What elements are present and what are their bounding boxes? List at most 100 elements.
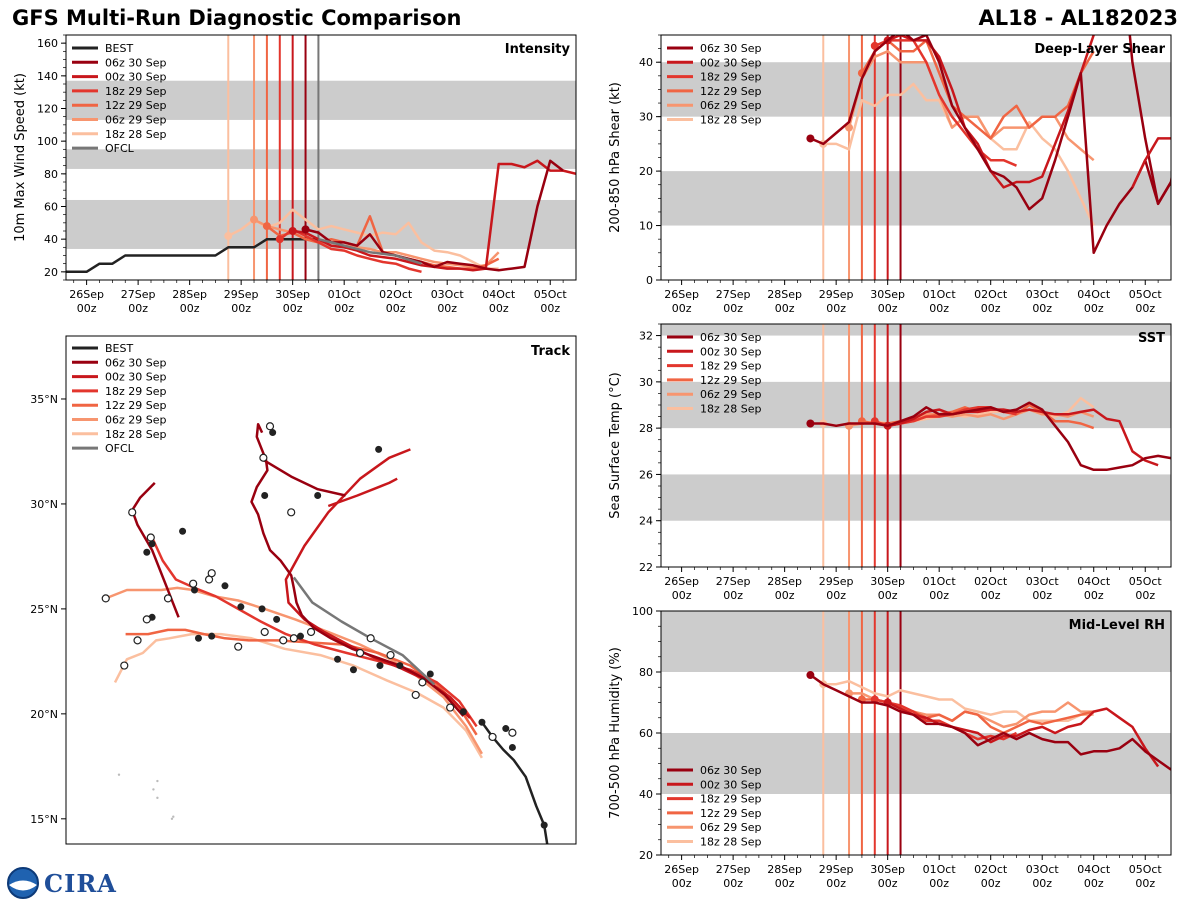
track-marker-open [133, 636, 142, 645]
track-marker-filled [508, 743, 516, 751]
x-tick-label: 00z [929, 589, 949, 602]
x-tick-label: 04Oct [1077, 575, 1111, 588]
track-marker-open [306, 627, 316, 637]
track-marker-filled [334, 655, 342, 663]
track-marker-open [355, 648, 365, 658]
track-marker-filled [502, 725, 510, 733]
track-marker-filled [237, 603, 245, 611]
legend-label: OFCL [105, 442, 135, 455]
series-line [874, 39, 1017, 167]
series-init-marker [845, 123, 854, 132]
x-tick-label: 03Oct [1026, 575, 1060, 588]
legend-label: 12z 29 Sep [700, 374, 762, 387]
x-tick-label: 02Oct [974, 288, 1008, 301]
x-tick-label: 03Oct [1026, 863, 1060, 876]
legend-label: 06z 30 Sep [700, 42, 762, 55]
legend-label: 06z 29 Sep [105, 114, 167, 127]
track-marker-open [142, 615, 151, 624]
x-tick-label: 01Oct [923, 575, 957, 588]
shaded-band [661, 474, 1171, 521]
legend-label: 18z 29 Sep [105, 85, 167, 98]
axes-frame [660, 323, 1172, 568]
x-tick-label: 02Oct [974, 863, 1008, 876]
shaded-band [661, 171, 1171, 226]
shaded-band [66, 80, 576, 120]
x-tick-label: 00z [334, 302, 354, 315]
map-frame [65, 335, 577, 845]
panel-intensity: 2040608010012014016026Sep00z27Sep00z28Se… [13, 34, 577, 315]
track-marker-open [120, 661, 129, 670]
x-tick-label: 02Oct [974, 575, 1008, 588]
track-line [250, 422, 465, 717]
x-tick-label: 04Oct [482, 288, 516, 301]
lat-tick-label: 30°N [30, 498, 58, 511]
y-tick-label: 28 [639, 422, 653, 435]
legend-label: 00z 30 Sep [105, 371, 167, 384]
shaded-band [66, 149, 576, 169]
track-marker-open [260, 627, 269, 637]
x-tick-label: 00z [1135, 877, 1155, 890]
x-tick-label: 00z [981, 877, 1001, 890]
x-tick-label: 05Oct [1129, 575, 1163, 588]
y-tick-label: 80 [44, 168, 58, 181]
legend-label: 12z 29 Sep [700, 807, 762, 820]
track-line [113, 632, 483, 759]
x-tick-label: 00z [672, 302, 692, 315]
legend-label: 00z 30 Sep [700, 56, 762, 69]
track-marker-open [386, 650, 395, 660]
legend-label: 18z 29 Sep [700, 793, 762, 806]
x-tick-label: 30Sep [870, 863, 905, 876]
x-tick-label: 26Sep [664, 863, 699, 876]
island-dot [156, 796, 159, 800]
x-tick-label: 26Sep [664, 288, 699, 301]
x-tick-label: 29Sep [819, 863, 854, 876]
noaa-globe-icon [7, 867, 39, 899]
series-init-marker [870, 41, 879, 50]
y-tick-label: 20 [44, 266, 58, 279]
x-tick-label: 00z [1032, 589, 1052, 602]
y-tick-label: 0 [646, 274, 653, 287]
x-tick-label: 00z [672, 877, 692, 890]
y-tick-label: 160 [37, 37, 58, 50]
series-line [809, 673, 1171, 771]
track-marker-filled [426, 670, 434, 678]
x-tick-label: 01Oct [923, 863, 957, 876]
island-dot [156, 779, 159, 783]
track-marker-open [189, 579, 198, 588]
legend-label: 06z 29 Sep [105, 414, 167, 427]
panel-title: Mid-Level RH [1069, 618, 1165, 633]
track-line [262, 458, 346, 497]
shaded-band [661, 62, 1171, 117]
x-tick-label: 05Oct [1129, 288, 1163, 301]
x-tick-label: 29Sep [224, 288, 259, 301]
track-marker-open [287, 508, 296, 517]
series-line [860, 39, 1095, 140]
x-tick-label: 00z [77, 302, 97, 315]
x-tick-label: 00z [826, 302, 846, 315]
x-tick-label: 27Sep [716, 575, 751, 588]
lat-tick-label: 15°N [30, 813, 58, 826]
legend-label: 18z 29 Sep [700, 71, 762, 84]
y-tick-label: 60 [44, 201, 58, 214]
x-tick-label: 27Sep [716, 288, 751, 301]
series-line [305, 159, 564, 272]
x-tick-label: 03Oct [1026, 288, 1060, 301]
x-tick-label: 00z [1084, 589, 1104, 602]
legend-label: BEST [105, 42, 133, 55]
init-time-lines [822, 324, 902, 567]
x-tick-label: 05Oct [1129, 863, 1163, 876]
x-tick-label: 00z [180, 302, 200, 315]
init-time-lines [822, 611, 902, 855]
x-tick-label: 26Sep [69, 288, 104, 301]
series-group [806, 35, 1171, 255]
x-tick-label: 00z [540, 302, 560, 315]
legend-label: 06z 30 Sep [700, 331, 762, 344]
y-tick-label: 40 [44, 233, 58, 246]
legend-label: 00z 30 Sep [105, 71, 167, 84]
track-marker-open [163, 594, 173, 603]
x-tick-label: 00z [878, 589, 898, 602]
island-dot [172, 815, 175, 818]
